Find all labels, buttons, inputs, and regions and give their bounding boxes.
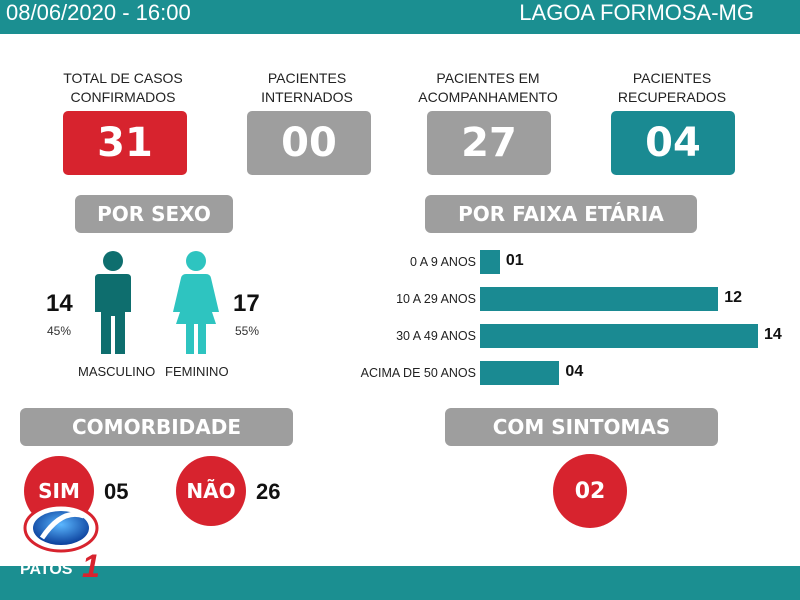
card-acompanhamento-label-line1: PACIENTES EM — [436, 70, 540, 86]
male-percent: 45% — [47, 324, 72, 338]
age-bar-value: 12 — [724, 289, 743, 306]
age-bar-value: 14 — [764, 326, 782, 343]
por-faixa-etaria-title: POR FAIXA ETÁRIA — [425, 195, 697, 233]
male-figure-icon — [95, 251, 131, 354]
card-internados-label-line1: PACIENTES — [267, 70, 347, 86]
comorbidade-title: COMORBIDADE — [20, 408, 293, 446]
com-sintomas-title: COM SINTOMAS — [445, 408, 718, 446]
age-bar — [480, 324, 758, 348]
card-recuperados-label-line1: PACIENTES — [632, 70, 712, 86]
age-category-label: 0 A 9 ANOS — [409, 255, 476, 269]
card-total-value: 31 — [63, 111, 187, 175]
card-internados-label: PACIENTES INTERNADOS — [222, 69, 392, 107]
card-total-label-line1: TOTAL DE CASOS — [63, 70, 183, 86]
age-bar — [480, 287, 719, 311]
female-count: 17 — [233, 290, 260, 317]
patos1-logo-icon — [23, 503, 99, 553]
card-internados-value: 00 — [247, 111, 371, 175]
report-date: 08/06/2020 - 16:00 — [6, 0, 191, 25]
card-recuperados-label-line2: RECUPERADOS — [617, 89, 727, 105]
male-count: 14 — [46, 290, 73, 317]
comorbidade-nao-circle: NÃO — [176, 456, 246, 526]
logo-number: 1 — [82, 548, 100, 584]
card-recuperados-label: PACIENTES RECUPERADOS — [587, 69, 757, 107]
male-label: MASCULINO — [78, 364, 156, 379]
female-figure-icon — [173, 251, 219, 354]
header-bar: 08/06/2020 - 16:00 LAGOA FORMOSA-MG — [0, 0, 800, 34]
por-sexo-title: POR SEXO — [75, 195, 233, 233]
card-total-label: TOTAL DE CASOS CONFIRMADOS — [38, 69, 208, 107]
female-percent: 55% — [235, 324, 260, 338]
age-category-label: 10 A 29 ANOS — [396, 292, 476, 306]
card-total-label-line2: CONFIRMADOS — [70, 89, 176, 105]
logo-text: PATOS — [20, 561, 73, 578]
age-bar — [480, 361, 560, 385]
footer-bar — [0, 566, 800, 600]
age-bar — [480, 250, 500, 274]
age-bar-chart: 0 A 9 ANOS 01 10 A 29 ANOS 12 30 A 49 ANOS 14… — [310, 250, 790, 385]
city-name: LAGOA FORMOSA-MG — [519, 0, 754, 25]
card-acompanhamento-label-line2: ACOMPANHAMENTO — [418, 89, 558, 105]
age-category-label: 30 A 49 ANOS — [396, 329, 476, 343]
age-bar-value: 01 — [505, 252, 524, 269]
card-acompanhamento-value: 27 — [427, 111, 551, 175]
comorbidade-sim-value: 05 — [104, 479, 129, 504]
card-acompanhamento-label: PACIENTES EM ACOMPANHAMENTO — [403, 69, 573, 107]
age-category-label: ACIMA DE 50 ANOS — [360, 366, 476, 380]
card-recuperados-value: 04 — [611, 111, 735, 175]
age-bar-value: 04 — [565, 363, 584, 380]
comorbidade-nao-value: 26 — [256, 479, 281, 504]
female-label: FEMININO — [165, 364, 229, 379]
card-internados-label-line2: INTERNADOS — [261, 89, 353, 105]
com-sintomas-circle: 02 — [553, 454, 627, 528]
